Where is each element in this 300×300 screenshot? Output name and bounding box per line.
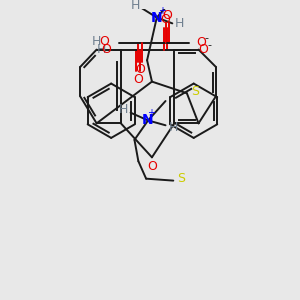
Text: +: + (158, 6, 166, 16)
Text: H: H (169, 121, 178, 134)
Text: N: N (142, 113, 154, 128)
Text: H: H (92, 35, 101, 48)
Text: N: N (151, 11, 163, 25)
Text: H: H (131, 0, 140, 12)
Text: H: H (174, 17, 184, 30)
Text: O: O (101, 43, 111, 56)
Text: O: O (163, 9, 172, 22)
Text: O: O (199, 43, 208, 56)
Text: H: H (119, 103, 128, 116)
Text: +: + (147, 108, 155, 118)
Text: -: - (204, 33, 208, 43)
Text: O: O (135, 64, 145, 76)
Text: S: S (192, 85, 200, 98)
Text: O: O (99, 35, 109, 48)
Text: S: S (177, 172, 185, 185)
Text: O: O (196, 36, 206, 49)
Text: H: H (97, 43, 106, 56)
Text: -: - (207, 40, 211, 50)
Text: O: O (134, 73, 143, 86)
Text: O: O (160, 13, 170, 26)
Text: O: O (147, 160, 157, 172)
